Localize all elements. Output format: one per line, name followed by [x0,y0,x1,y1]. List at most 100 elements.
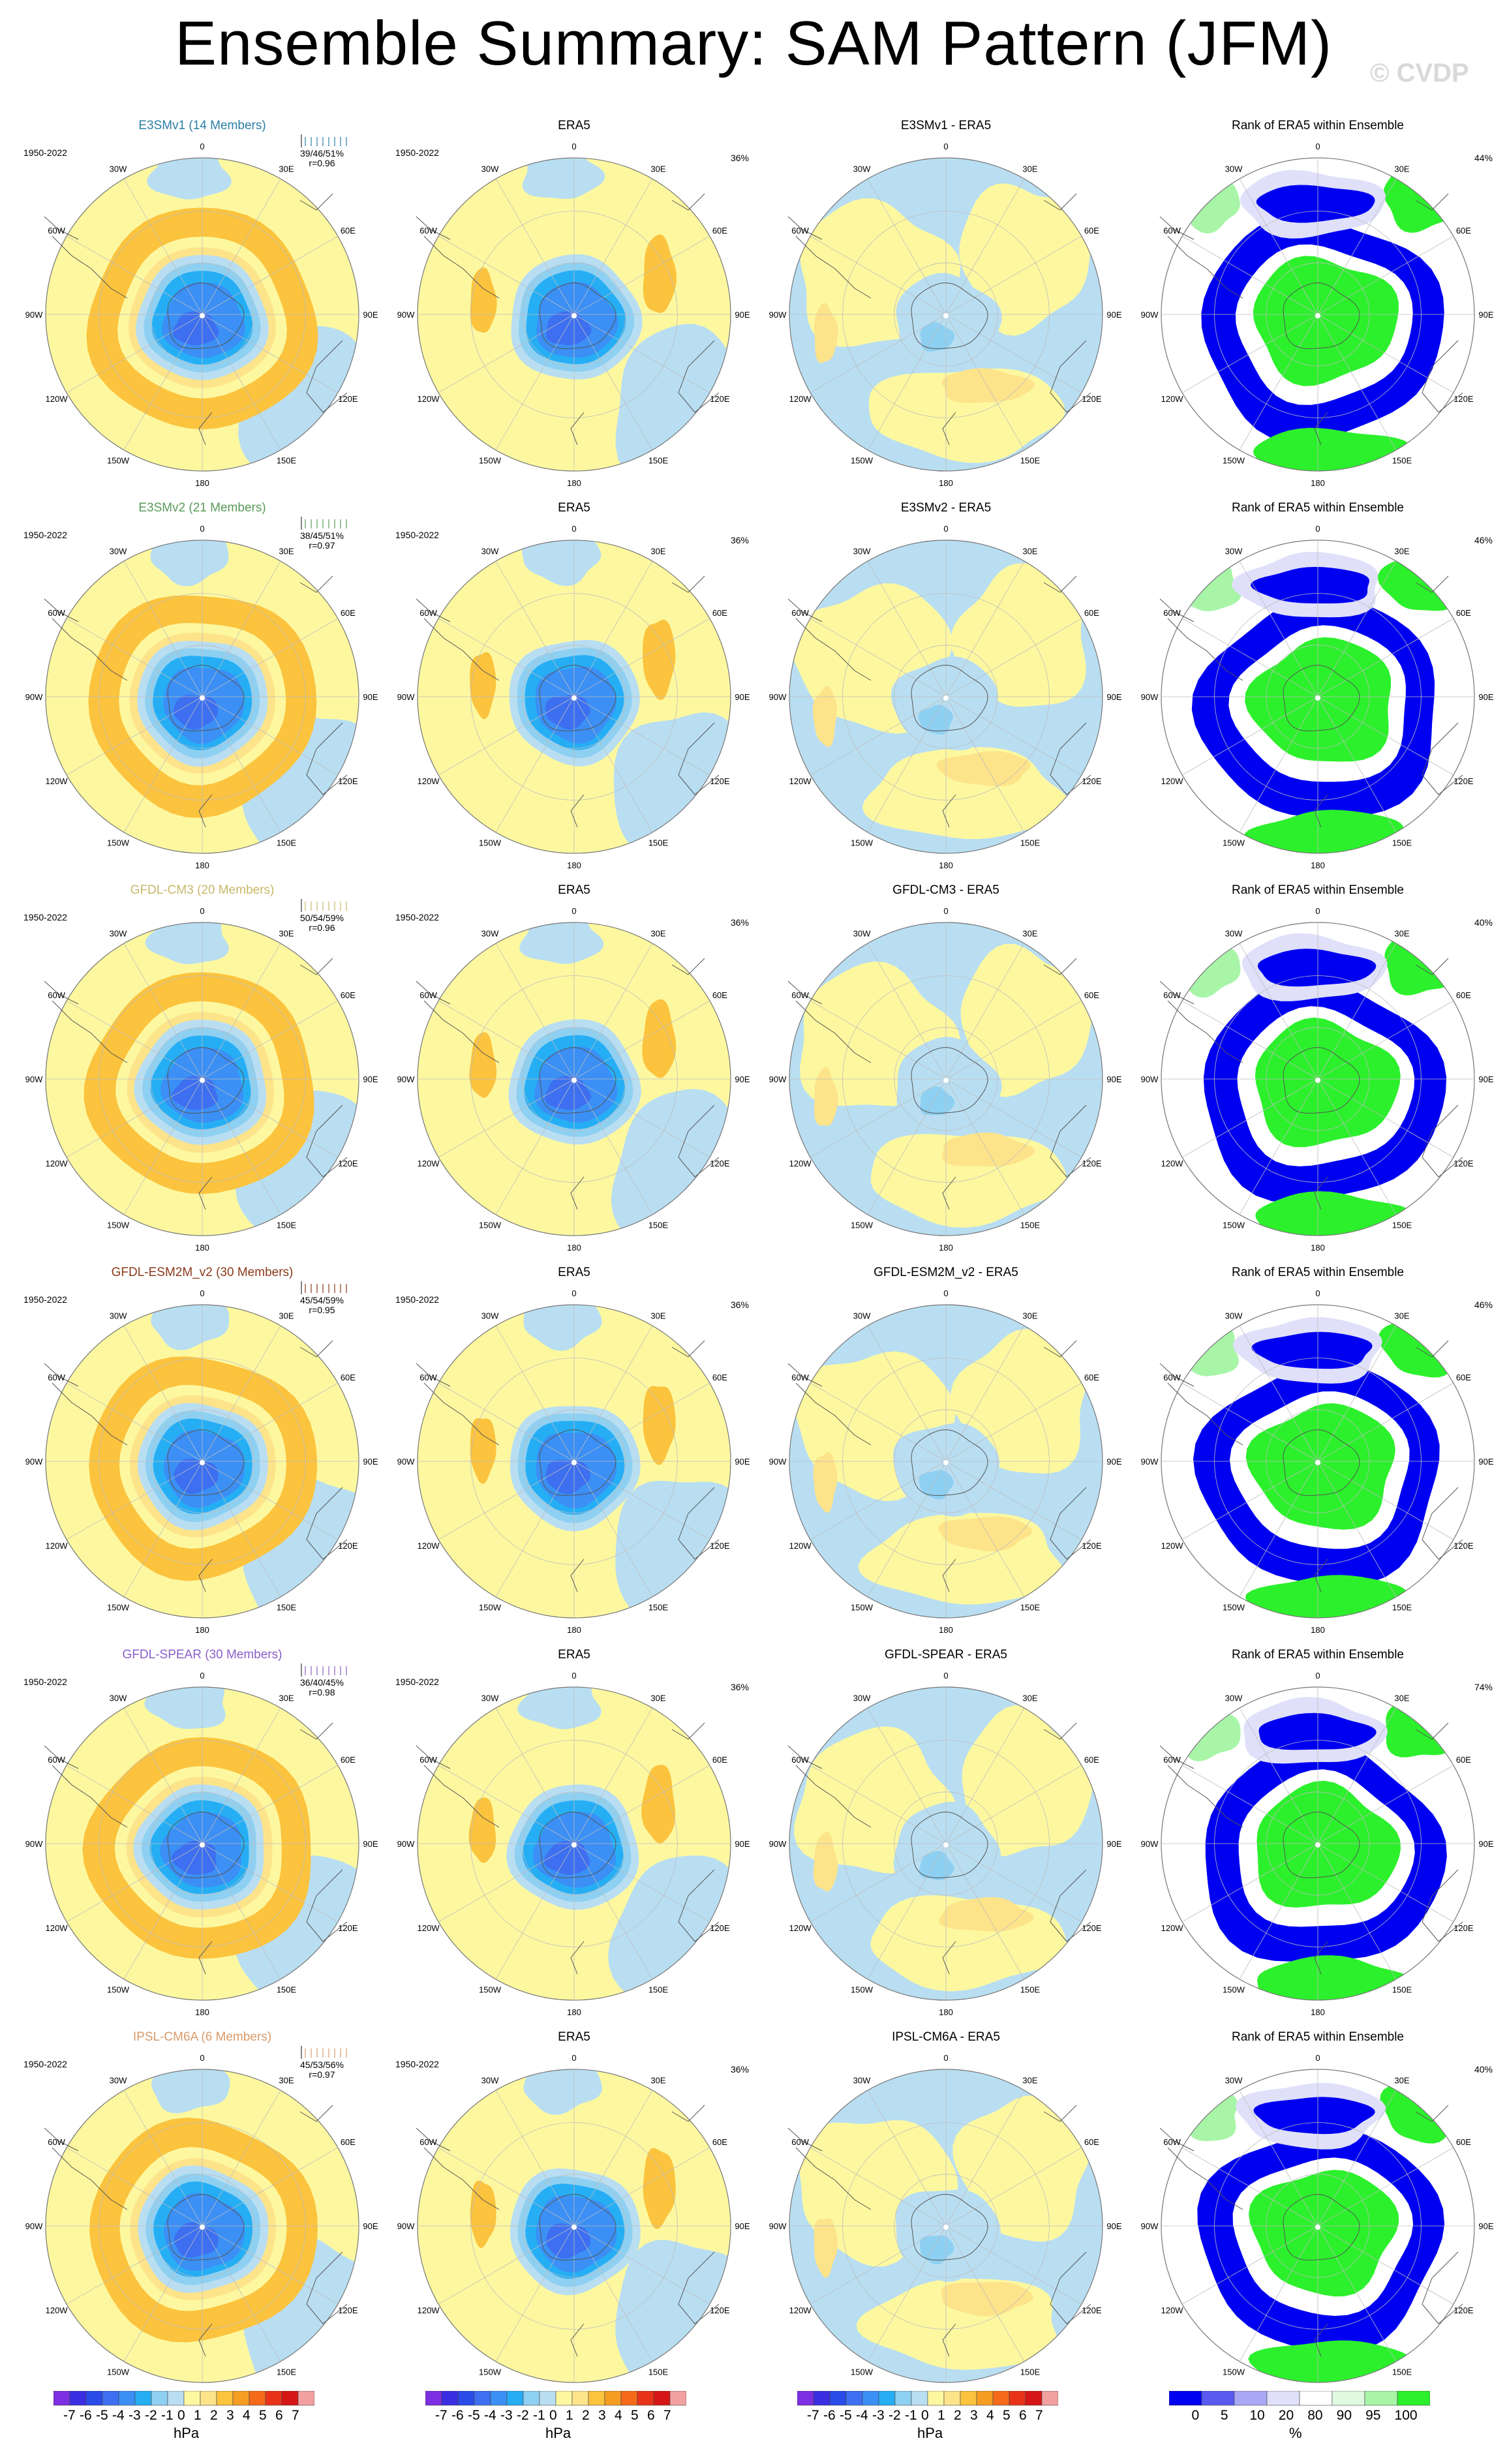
page-title: Ensemble Summary: SAM Pattern (JFM) [174,8,1333,78]
lon-label: 30E [650,1694,665,1703]
coastlines [44,1340,348,1592]
orange-band [939,1897,1034,1932]
ensemble-stats: 36/40/45% r=0.98 [300,1678,344,1697]
colorbar-swatch [1009,2390,1026,2406]
colorbar-tick: -2 [889,2408,901,2423]
colorbar-swatch [588,2390,605,2406]
period-label: 1950-2022 [395,2059,439,2069]
graticule [789,2069,1103,2382]
pole-marker [200,1842,205,1848]
orange-band [941,2281,1034,2317]
lon-label: 0 [200,1671,204,1681]
yellow-region [962,1705,1094,1857]
coastlines [787,958,1091,1210]
yellow-region [951,563,1086,707]
lon-label: 180 [567,1243,581,1253]
lon-label: 150E [1020,1985,1041,1994]
lon-label: 150E [648,838,669,847]
model-map: 0 30E 60E 90E 120E 150E 180 150W 120W 90W 60W 30W [25,1288,378,1635]
pattern-corr: r=0.95 [309,1305,335,1315]
rank-pct: 46% [1474,1300,1493,1310]
lon-label: 150E [1020,1220,1041,1230]
period-label: 1950-2022 [395,1294,439,1305]
variance-pct: 36% [730,1682,749,1692]
orange-patch [643,2148,676,2229]
pole-marker [943,313,949,318]
lon-label: 30W [1225,2076,1243,2086]
model-map: 0 30E 60E 90E 120E 150E 180 150W 120W 90W 60W 30W [25,524,378,870]
panel-title: ERA5 [558,883,590,897]
lon-label: 120E [1082,776,1102,786]
lon-label: 120E [338,1159,358,1168]
rank-pct: 74% [1474,1682,1493,1692]
colorbar-swatch [102,2390,119,2406]
lon-label: 30W [110,164,127,174]
lon-label: 180 [567,2007,581,2017]
orange-band [814,1067,838,1126]
lon-label: 120W [418,776,440,786]
ensemble-stats: 39/46/51% r=0.96 [300,149,344,168]
pattern-corr: r=0.96 [309,158,335,168]
lon-label: 150E [1020,1602,1041,1612]
colorbar-swatch [232,2390,250,2406]
diff-panel-GFDL-CM3: 0 30E 60E 90E 120E 150E 180 150W 120W 90W 60W 30W GF… [757,883,1135,1275]
rank-panel-E3SMv1: 0 30E 60E 90E 120E 150E 180 150W 120W 90W 60W 30W Ra… [1129,119,1507,510]
colorbar-swatch [539,2390,556,2406]
orange-band [813,1452,838,1513]
colorbar-swatch [1364,2390,1398,2406]
lon-label: 60W [1163,226,1181,236]
lon-label: 90E [735,1839,750,1849]
lon-label: 30E [1022,547,1037,556]
blue-core [545,1076,591,1110]
colorbar-unit: hPa [174,2425,200,2441]
colorbar-tick: -5 [468,2408,480,2423]
obs-map: 0 30E 60E 90E 120E 150E 180 150W 120W 90W 60W 30W [397,1671,750,2017]
colorbar-unit: % [1289,2425,1302,2441]
colorbar-swatch [69,2390,87,2406]
colorbar-swatch [490,2390,508,2406]
lon-label: 60W [48,2137,65,2147]
lon-label: 60E [341,990,356,1000]
lon-label: 120E [338,394,358,404]
colorbar-hpa-1: -7 -6 -5 -4 -3 -2 -1 0 1 2 3 4 5 6 7 hPa [53,2390,315,2456]
lon-label: 60E [1084,1373,1099,1382]
lon-label: 120W [1161,1541,1184,1551]
member-spread-icon [301,134,347,147]
colorbar-tick: 7 [663,2408,671,2423]
lon-label: 60E [712,226,727,236]
colorbar-swatch [167,2390,185,2406]
colorbar-tick: -7 [63,2408,76,2423]
panel-title: GFDL-CM3 - ERA5 [892,883,999,897]
lon-label: 30W [110,2076,127,2086]
lon-label: 150W [107,455,130,465]
diff-panel-GFDL-SPEAR: 0 30E 60E 90E 120E 150E 180 150W 120W 90W 60W 30W GF… [757,1648,1135,2039]
lon-label: 30W [1225,164,1243,174]
period-label: 1950-2022 [23,1677,67,1687]
lon-label: 150W [479,1985,502,1994]
coastlines [416,2105,720,2357]
lon-label: 120W [1161,1923,1184,1933]
light-blue-region [147,158,232,200]
colorbar-tick: 0 [921,2408,929,2423]
lon-label: 60E [712,608,727,618]
colorbar-tick: 0 [1191,2408,1200,2423]
colorbar-swatch [669,2390,687,2406]
colorbar-tick: 6 [1019,2408,1027,2423]
colorbar-swatch [829,2390,847,2406]
rank-map: 0 30E 60E 90E 120E 150E 180 150W 120W 90W 60W 30W [1141,524,1494,870]
lon-label: 150W [107,1985,130,1994]
colorbar-swatches [797,2390,1059,2406]
lon-label: 150E [1020,2367,1041,2377]
green-center [1255,1017,1401,1148]
colorbar-swatch [911,2390,928,2406]
lon-label: 60W [48,226,65,236]
colorbar-swatch [1201,2390,1235,2406]
pct-range: 45/53/56% [300,2060,344,2070]
lon-label: 90E [735,2221,750,2231]
